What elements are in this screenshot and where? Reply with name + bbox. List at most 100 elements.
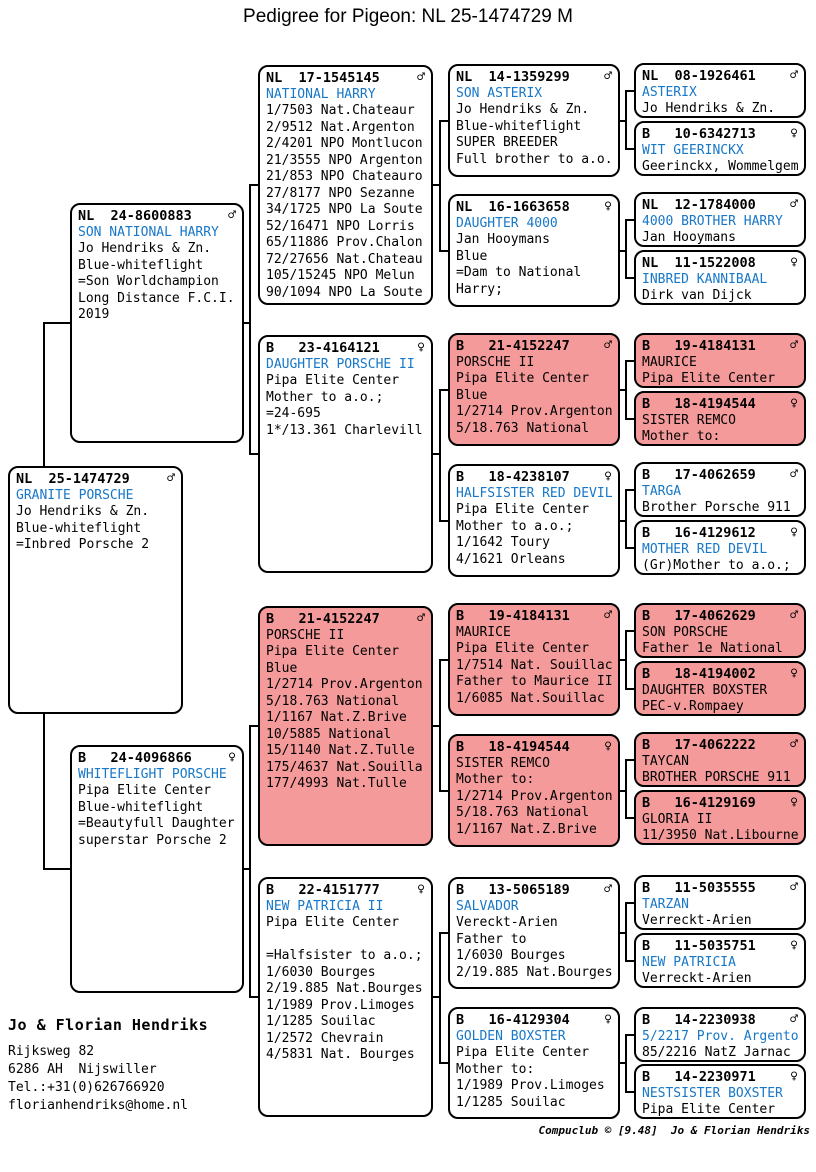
female-icon: ♀ (790, 255, 798, 270)
detail-line: 177/4993 Nat.Tulle (266, 776, 407, 791)
pedigree-connector (439, 121, 441, 251)
male-icon: ♂ (417, 70, 425, 85)
detail-line: (Gr)Mother to a.o.; (642, 558, 791, 573)
pedigree-connector (618, 790, 627, 792)
detail-line: Mother to a.o.; (266, 389, 384, 405)
male-icon: ♂ (790, 880, 798, 895)
pedigree-connector (43, 322, 70, 324)
pedigree-connector (625, 219, 634, 221)
detail-line: 1/1989 Prov.Limoges (456, 1078, 605, 1093)
pigeon-name: SISTER REMCO (456, 755, 550, 771)
pedigree-connector (431, 453, 441, 455)
owner-email: florianhendriks@home.nl (8, 1098, 189, 1113)
pigeon-name: INBRED KANNIBAAL (642, 271, 768, 287)
ring-number: B 16-4129612 (642, 525, 756, 541)
pigeon-name: NEW PATRICIA (642, 954, 736, 970)
detail-line: Jo Hendriks & Zn. (16, 504, 150, 519)
pedigree-connector (439, 250, 448, 252)
ring-number: B 17-4062222 (642, 737, 756, 753)
pedigree-connector (625, 817, 634, 819)
pedigree-connector (625, 960, 634, 962)
ring-number: B 13-5065189 (456, 882, 570, 898)
detail-line: Mother to a.o.; (456, 518, 574, 534)
ring-number: B 22-4151777 (266, 882, 380, 898)
pedigree-connector (431, 184, 441, 186)
pigeon-name: GOLDEN BOXSTER (456, 1028, 566, 1044)
detail-line: 5/18.763 National (266, 693, 400, 709)
detail-line: Blue-whiteflight (456, 118, 582, 134)
female-icon: ♀ (417, 340, 425, 355)
pedigree-connector (625, 1091, 634, 1093)
detail-line: 1/1167 Nat.Z.Brive (456, 821, 597, 837)
pedigree-connector (618, 120, 627, 122)
pedigree-connector (43, 868, 70, 870)
detail-line: 1/7514 Nat. Souillac (456, 657, 613, 673)
ring-number: B 11-5035555 (642, 880, 756, 896)
detail-line: 2/19.885 Nat.Bourges (266, 981, 423, 996)
pedigree-connector (625, 360, 634, 362)
pedigree-connector (625, 760, 627, 818)
pedigree-connector (439, 790, 448, 792)
pedigree-box-g5e: B 19-4184131 ♂ MAURICE Pipa Elite Center (634, 333, 806, 388)
detail-line: 10/5885 National (266, 726, 392, 742)
detail-line: 1/1642 Toury (456, 535, 550, 550)
pedigree-box-g3b: B 23-4164121 ♀ DAUGHTER PORSCHE II Pipa Eli… (258, 335, 433, 573)
pedigree-connector (625, 148, 634, 150)
detail-line: Pipa Elite Center (266, 373, 400, 388)
detail-line: 15/1140 Nat.Z.Tulle (266, 743, 415, 758)
pigeon-name: PORSCHE II (266, 627, 345, 643)
pedigree-connector (625, 902, 634, 904)
owner-name: Jo & Florian Hendriks (8, 1016, 209, 1034)
detail-line: 11/3950 Nat.Libourne (642, 828, 799, 843)
detail-line: 1/2714 Prov.Argenton (456, 404, 613, 419)
female-icon: ♀ (604, 1012, 612, 1027)
detail-line: 1/1285 Souilac (456, 1094, 566, 1110)
pigeon-name: PORSCHE II (456, 354, 535, 370)
detail-line: 1/1285 Souilac (266, 1014, 376, 1029)
male-icon: ♂ (790, 338, 798, 353)
pedigree-box-g5l: B 16-4129169 ♀ GLORIA II 11/3950 Nat.Libour… (634, 790, 806, 845)
detail-line: 65/11886 Prov.Chalon (266, 235, 423, 250)
pedigree-connector (249, 185, 251, 454)
ring-number: B 10-6342713 (642, 126, 756, 142)
male-icon: ♂ (790, 467, 798, 482)
pigeon-name: NEW PATRICIA II (266, 898, 384, 914)
detail-line: Father to Maurice II (456, 674, 613, 689)
detail-line: Mother to: (456, 1061, 535, 1077)
detail-line: Pipa Elite Center (266, 644, 400, 659)
female-icon: ♀ (604, 199, 612, 214)
detail-line: 90/1094 NPO La Soute (266, 284, 423, 300)
owner-city: 6286 AH Nijswiller (8, 1062, 157, 1077)
female-icon: ♀ (790, 666, 798, 681)
ring-number: B 21-4152247 (456, 338, 570, 354)
detail-line: 27/8177 NPO Sezanne (266, 185, 415, 201)
detail-line: 2019 (78, 307, 110, 322)
detail-line: 2/9512 Nat.Argenton (266, 119, 415, 135)
pedigree-connector (625, 547, 634, 549)
male-icon: ♂ (228, 208, 236, 223)
detail-line: 1/2572 Chevrain (266, 1030, 384, 1046)
pedigree-connector (439, 933, 441, 1063)
ring-number: B 18-4194544 (642, 396, 756, 412)
pedigree-connector (618, 520, 627, 522)
pedigree-connector (431, 725, 441, 727)
pedigree-box-g3a: NL 17-1545145 ♂ NATIONAL HARRY 1/7503 Nat.C… (258, 65, 433, 305)
pedigree-connector (242, 868, 251, 870)
detail-line: Mother to: (456, 772, 535, 787)
pedigree-connector (618, 389, 627, 391)
pedigree-box-g5g: B 17-4062659 ♂ TARGA Brother Porsche 911 (634, 462, 806, 517)
pedigree-connector (625, 418, 634, 420)
detail-line: Pipa Elite Center (642, 1102, 776, 1117)
pedigree-connector (439, 1062, 448, 1064)
detail-line: Jan Hooymans (456, 232, 550, 247)
pedigree-connector (249, 996, 258, 998)
detail-line: 1/7503 Nat.Chateaur (266, 103, 415, 118)
male-icon: ♂ (790, 737, 798, 752)
detail-line: 34/1725 NPO La Soute (266, 202, 423, 217)
detail-line: 1/6030 Bourges (266, 964, 376, 980)
pedigree-connector (439, 389, 448, 391)
female-icon: ♀ (790, 525, 798, 540)
detail-line: =Inbred Porsche 2 (16, 537, 150, 552)
pedigree-connector (625, 220, 627, 278)
male-icon: ♂ (604, 338, 612, 353)
